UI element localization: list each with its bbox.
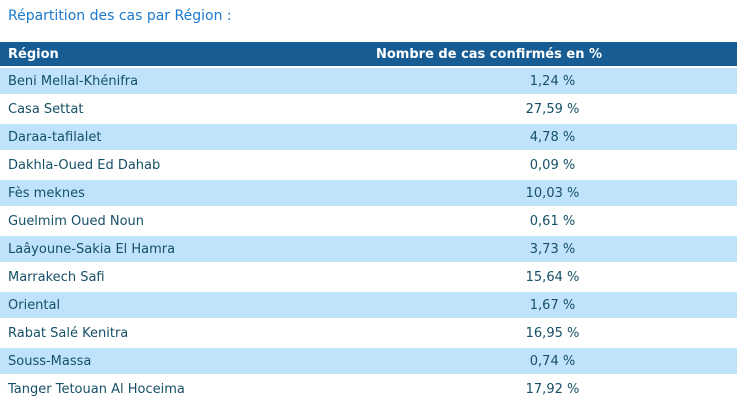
value-cell: 4,78 %: [368, 124, 737, 150]
cases-by-region-table: Région Nombre de cas confirmés en % Beni…: [0, 40, 737, 404]
value-cell: 27,59 %: [368, 96, 737, 122]
region-cell: Laâyoune-Sakia El Hamra: [0, 236, 368, 262]
region-cell: Souss-Massa: [0, 348, 368, 374]
region-cell: Casa Settat: [0, 96, 368, 122]
value-cell: 3,73 %: [368, 236, 737, 262]
table-row: Casa Settat 27,59 %: [0, 96, 737, 122]
table-row: Rabat Salé Kenitra 16,95 %: [0, 320, 737, 346]
region-cell: Tanger Tetouan Al Hoceima: [0, 376, 368, 402]
value-cell: 16,95 %: [368, 320, 737, 346]
table-row: Guelmim Oued Noun 0,61 %: [0, 208, 737, 234]
region-cell: Guelmim Oued Noun: [0, 208, 368, 234]
table-row: Souss-Massa 0,74 %: [0, 348, 737, 374]
table-row: Fès meknes 10,03 %: [0, 180, 737, 206]
region-cell: Oriental: [0, 292, 368, 318]
table-row: Tanger Tetouan Al Hoceima 17,92 %: [0, 376, 737, 402]
page-title: Répartition des cas par Région :: [8, 8, 232, 24]
region-cell: Marrakech Safi: [0, 264, 368, 290]
value-cell: 0,74 %: [368, 348, 737, 374]
table-row: Daraa-tafilalet 4,78 %: [0, 124, 737, 150]
table-row: Beni Mellal-Khénifra 1,24 %: [0, 68, 737, 94]
value-cell: 0,09 %: [368, 152, 737, 178]
table-header-row: Région Nombre de cas confirmés en %: [0, 42, 737, 66]
value-cell: 17,92 %: [368, 376, 737, 402]
table-row: Oriental 1,67 %: [0, 292, 737, 318]
header-cell-region: Région: [0, 42, 368, 66]
value-cell: 15,64 %: [368, 264, 737, 290]
table-row: Marrakech Safi 15,64 %: [0, 264, 737, 290]
table-row: Laâyoune-Sakia El Hamra 3,73 %: [0, 236, 737, 262]
region-cell: Dakhla-Oued Ed Dahab: [0, 152, 368, 178]
region-cell: Fès meknes: [0, 180, 368, 206]
value-cell: 1,24 %: [368, 68, 737, 94]
value-cell: 0,61 %: [368, 208, 737, 234]
value-cell: 10,03 %: [368, 180, 737, 206]
value-cell: 1,67 %: [368, 292, 737, 318]
header-cell-value: Nombre de cas confirmés en %: [368, 42, 737, 66]
region-cell: Rabat Salé Kenitra: [0, 320, 368, 346]
region-cell: Beni Mellal-Khénifra: [0, 68, 368, 94]
region-cell: Daraa-tafilalet: [0, 124, 368, 150]
table-row: Dakhla-Oued Ed Dahab 0,09 %: [0, 152, 737, 178]
